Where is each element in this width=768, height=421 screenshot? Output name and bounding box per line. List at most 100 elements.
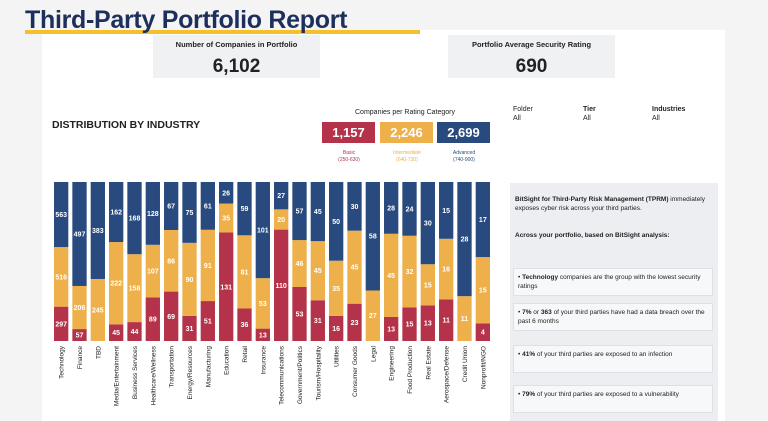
x-tick-label: Consumer Goods <box>352 345 359 397</box>
x-tick-label: Nonprofit/NGO <box>480 346 487 389</box>
bar-segment <box>90 278 105 341</box>
data-label: 245 <box>92 307 104 314</box>
data-label: 91 <box>204 263 212 270</box>
text-run: • <box>518 274 523 281</box>
x-tick-label: Education <box>224 346 231 375</box>
data-label: 86 <box>167 258 175 265</box>
data-label: 23 <box>351 320 359 327</box>
data-label: 27 <box>277 193 285 200</box>
bar-segment <box>475 257 490 324</box>
data-label: 50 <box>332 219 340 226</box>
x-tick-label: Media/Entertainment <box>114 346 121 406</box>
bar-segment <box>145 297 160 341</box>
bar-segment <box>200 229 215 302</box>
bar-segment <box>420 305 435 341</box>
bar-segment <box>145 182 160 245</box>
kpi-value: 6,102 <box>212 56 261 77</box>
x-tick-label: TBD <box>95 346 102 359</box>
bar-segment <box>54 306 69 341</box>
bar-segment <box>164 229 179 292</box>
bar-segment <box>347 182 362 231</box>
data-label: 31 <box>186 326 194 333</box>
data-label: 4 <box>481 330 485 337</box>
data-label: 57 <box>76 333 84 340</box>
data-label: 15 <box>406 322 414 329</box>
filter: Folder All <box>513 105 533 123</box>
x-tick-label: Real Estate <box>425 346 432 380</box>
bar-segment <box>439 182 454 239</box>
bar-segment <box>237 182 252 236</box>
x-tick-label: Aerospace/Defense <box>444 346 451 403</box>
data-label: 30 <box>424 221 432 228</box>
rating-range: (640-730) <box>396 157 418 163</box>
x-tick-label: Technology <box>59 345 66 379</box>
chart-title: DISTRIBUTION BY INDUSTRY <box>52 119 201 131</box>
data-label: 162 <box>110 210 122 217</box>
data-label: 69 <box>167 314 175 321</box>
text-run: • <box>518 351 523 358</box>
bar-segment <box>402 307 417 341</box>
x-tick-label: Manufacturing <box>205 346 212 388</box>
bar-segment <box>255 278 270 329</box>
data-label: 13 <box>424 321 432 328</box>
kpi-value: 690 <box>515 56 548 77</box>
data-label: 45 <box>112 330 120 337</box>
text-run: of your third parties are exposed to a v… <box>535 391 679 398</box>
filter-value: All <box>583 115 591 122</box>
text-run: Technology <box>522 274 559 281</box>
data-label: 297 <box>55 321 67 328</box>
x-tick-label: Credit Union <box>462 346 469 383</box>
bar-segment <box>420 264 435 306</box>
insight: • Technology companies are the group wit… <box>513 268 713 296</box>
data-label: 15 <box>442 208 450 215</box>
bar-segment <box>72 285 87 330</box>
bar-segment <box>182 242 197 316</box>
x-tick-label: Utilities <box>334 345 341 367</box>
text-run: • <box>518 309 523 316</box>
data-label: 53 <box>259 301 267 308</box>
bar-segment <box>310 241 325 301</box>
filter-label: Tier <box>583 106 596 113</box>
bar-segment <box>200 301 215 341</box>
kpi-card: Portfolio Average Security Rating 690 <box>448 35 615 78</box>
data-label: 57 <box>296 209 304 216</box>
insight: • 7% or 363 of your third parties have h… <box>513 303 713 331</box>
filter: Industries All <box>652 105 685 123</box>
bar-segment <box>219 203 234 233</box>
bar-segment <box>72 182 87 286</box>
x-tick-label: Engineering <box>389 346 396 381</box>
data-label: 26 <box>222 190 230 197</box>
x-tick-label: Transportation <box>169 346 176 388</box>
bar-segment <box>237 235 252 309</box>
bar-segment <box>420 182 435 265</box>
data-label: 67 <box>167 203 175 210</box>
report-title: Third-Party Portfolio Report <box>25 6 348 34</box>
bar-segment <box>347 303 362 341</box>
bar-segment <box>255 328 270 341</box>
data-label: 81 <box>241 269 249 276</box>
data-label: 28 <box>387 205 395 212</box>
data-label: 107 <box>147 269 159 276</box>
bar-segment <box>274 209 289 230</box>
insight: • 41% of your third parties are exposed … <box>513 345 713 373</box>
data-label: 44 <box>131 329 139 336</box>
bar-segment <box>457 296 472 341</box>
bar-segment <box>292 286 307 341</box>
data-label: 35 <box>222 216 230 223</box>
bar-segment <box>237 308 252 341</box>
data-label: 27 <box>369 313 377 320</box>
x-tick-label: Energy/Resources <box>187 345 194 399</box>
x-tick-label: Retail <box>242 345 249 362</box>
text-run: 79% <box>522 391 536 398</box>
panel-lead: Across your portfolio, based on BitSight… <box>515 232 670 239</box>
bar-segment <box>310 300 325 341</box>
bar-segment <box>72 329 87 341</box>
rating-name: Intermediate <box>393 150 421 156</box>
bar-segment <box>439 238 454 300</box>
data-label: 45 <box>314 209 322 216</box>
bar-segment <box>127 322 142 341</box>
data-label: 16 <box>332 326 340 333</box>
bar-segment <box>365 290 380 341</box>
text-run: 7% <box>522 309 532 316</box>
bar-segment <box>182 315 197 341</box>
